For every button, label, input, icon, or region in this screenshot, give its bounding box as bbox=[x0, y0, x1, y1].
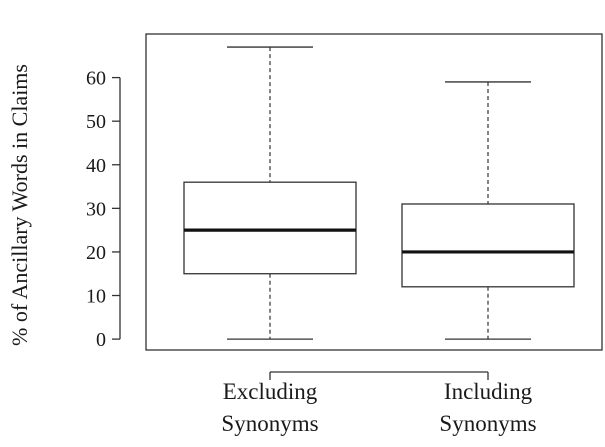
y-axis-label: % of Ancillary Words in Claims bbox=[7, 64, 32, 346]
y-tick-label: 0 bbox=[96, 329, 106, 351]
x-tick-label-line2: Synonyms bbox=[221, 411, 318, 436]
plot-frame bbox=[145, 33, 603, 351]
x-tick-label-line1: Including bbox=[444, 379, 533, 404]
box-2 bbox=[401, 81, 575, 340]
y-tick-label: 60 bbox=[86, 68, 106, 90]
y-tick-label: 50 bbox=[86, 111, 106, 133]
iqr-box bbox=[401, 203, 575, 288]
y-axis: 0 10 20 30 40 50 60 bbox=[86, 68, 121, 351]
iqr-box bbox=[183, 181, 357, 275]
x-tick-label-line2: Synonyms bbox=[439, 411, 536, 436]
boxes bbox=[183, 46, 575, 340]
y-tick-label: 30 bbox=[86, 198, 106, 220]
y-tick-label: 40 bbox=[86, 155, 106, 177]
y-tick-label: 10 bbox=[86, 286, 106, 308]
box-1 bbox=[183, 46, 357, 340]
y-tick-label: 20 bbox=[86, 242, 106, 264]
x-tick-label-line1: Excluding bbox=[223, 379, 318, 404]
x-axis: Excluding Synonyms Including Synonyms bbox=[221, 371, 537, 436]
